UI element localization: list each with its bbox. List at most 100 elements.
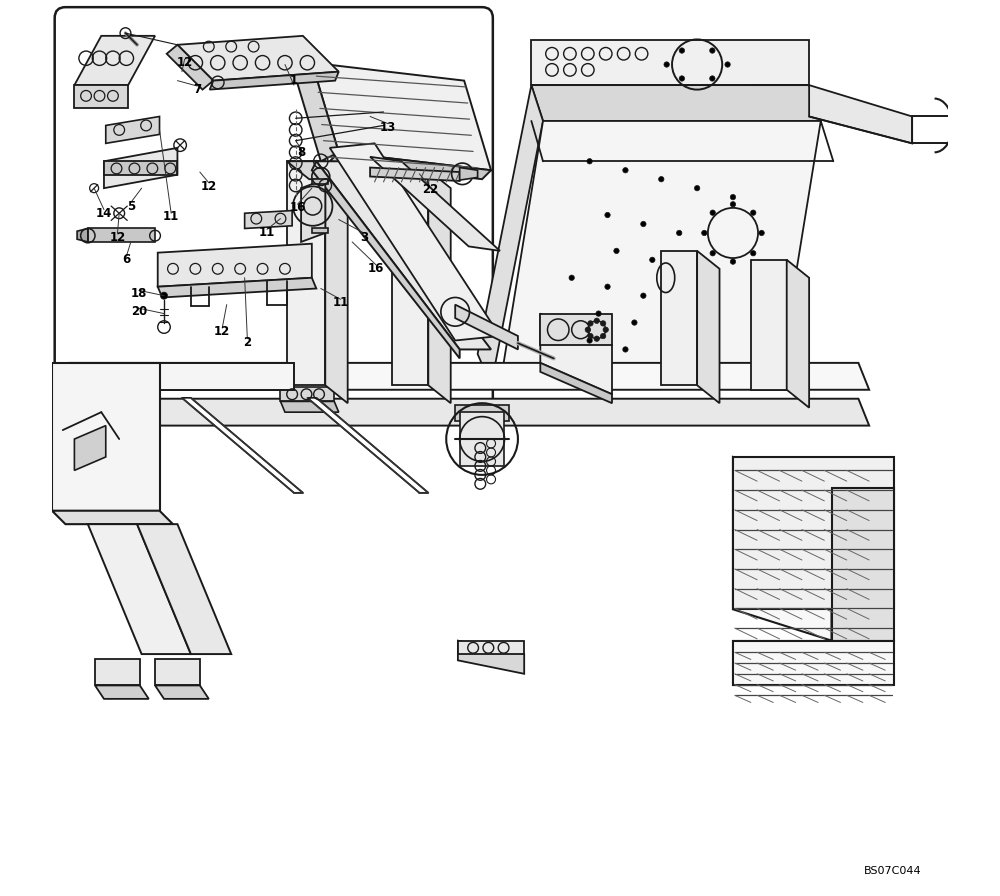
Polygon shape	[330, 152, 491, 179]
Polygon shape	[301, 179, 325, 242]
Polygon shape	[370, 168, 460, 181]
Circle shape	[710, 76, 715, 82]
Circle shape	[730, 202, 736, 207]
Text: 12: 12	[201, 180, 217, 193]
Text: 11: 11	[163, 211, 179, 223]
Circle shape	[725, 62, 730, 67]
Polygon shape	[155, 659, 200, 685]
Polygon shape	[428, 170, 451, 403]
Polygon shape	[478, 85, 543, 385]
Polygon shape	[182, 398, 303, 493]
Text: 6: 6	[122, 254, 130, 266]
Polygon shape	[307, 398, 428, 493]
Polygon shape	[540, 363, 612, 403]
Circle shape	[585, 327, 590, 332]
Circle shape	[702, 230, 707, 236]
Circle shape	[160, 292, 168, 299]
Circle shape	[694, 185, 700, 191]
Circle shape	[641, 293, 646, 298]
Polygon shape	[312, 228, 328, 233]
Circle shape	[588, 333, 593, 339]
Circle shape	[751, 210, 756, 215]
Circle shape	[596, 311, 601, 316]
Polygon shape	[733, 457, 832, 641]
Text: 22: 22	[422, 184, 438, 196]
Circle shape	[587, 159, 592, 164]
Polygon shape	[70, 363, 81, 426]
Text: 3: 3	[360, 231, 368, 244]
Text: 12: 12	[109, 231, 126, 244]
Text: 11: 11	[259, 227, 275, 239]
Circle shape	[650, 257, 655, 263]
Polygon shape	[312, 179, 328, 184]
Text: 14: 14	[96, 207, 112, 220]
Polygon shape	[287, 161, 325, 385]
Circle shape	[641, 221, 646, 227]
Polygon shape	[155, 685, 209, 699]
Circle shape	[730, 259, 736, 264]
Circle shape	[710, 251, 715, 256]
Polygon shape	[500, 121, 821, 385]
Polygon shape	[52, 511, 173, 524]
Text: BS07C044: BS07C044	[863, 866, 921, 876]
Polygon shape	[280, 387, 334, 401]
Polygon shape	[70, 399, 869, 426]
Polygon shape	[661, 251, 697, 385]
Circle shape	[679, 47, 685, 53]
Polygon shape	[210, 72, 339, 90]
Polygon shape	[540, 314, 612, 345]
Text: 13: 13	[380, 121, 396, 134]
Polygon shape	[460, 412, 504, 466]
Circle shape	[659, 177, 664, 182]
Polygon shape	[455, 405, 509, 421]
Text: 8: 8	[297, 146, 305, 159]
Text: 18: 18	[131, 288, 147, 300]
Polygon shape	[458, 641, 524, 674]
Text: 5: 5	[127, 200, 135, 212]
Polygon shape	[370, 157, 500, 251]
Polygon shape	[809, 85, 912, 143]
Polygon shape	[280, 401, 339, 412]
Polygon shape	[733, 457, 894, 609]
Polygon shape	[70, 363, 869, 390]
Circle shape	[759, 230, 764, 236]
Circle shape	[605, 212, 610, 218]
Polygon shape	[74, 363, 294, 390]
Polygon shape	[74, 426, 106, 470]
Text: 16: 16	[368, 263, 385, 275]
Text: 20: 20	[131, 306, 147, 318]
Polygon shape	[330, 143, 500, 340]
Text: 11: 11	[332, 297, 349, 309]
FancyBboxPatch shape	[55, 7, 493, 409]
Text: 12: 12	[176, 56, 193, 69]
Circle shape	[603, 327, 608, 332]
Polygon shape	[167, 45, 213, 90]
Polygon shape	[95, 685, 149, 699]
Circle shape	[623, 168, 628, 173]
Polygon shape	[104, 148, 177, 188]
Circle shape	[730, 194, 736, 200]
Polygon shape	[106, 116, 160, 143]
Text: 1: 1	[290, 74, 298, 87]
Text: 12: 12	[214, 325, 230, 338]
Polygon shape	[137, 524, 231, 654]
Polygon shape	[95, 659, 140, 685]
Circle shape	[594, 336, 599, 341]
Circle shape	[710, 210, 715, 215]
Circle shape	[623, 347, 628, 352]
Polygon shape	[312, 63, 491, 170]
Polygon shape	[325, 161, 348, 403]
Text: 16: 16	[289, 202, 306, 214]
Polygon shape	[312, 161, 460, 358]
Polygon shape	[88, 228, 155, 242]
Polygon shape	[733, 641, 894, 685]
Polygon shape	[531, 40, 809, 85]
Circle shape	[751, 251, 756, 256]
Polygon shape	[74, 36, 155, 85]
Polygon shape	[294, 63, 339, 161]
Polygon shape	[52, 363, 160, 511]
Polygon shape	[287, 161, 348, 179]
Circle shape	[632, 320, 637, 325]
Polygon shape	[104, 161, 177, 175]
Polygon shape	[460, 168, 478, 180]
